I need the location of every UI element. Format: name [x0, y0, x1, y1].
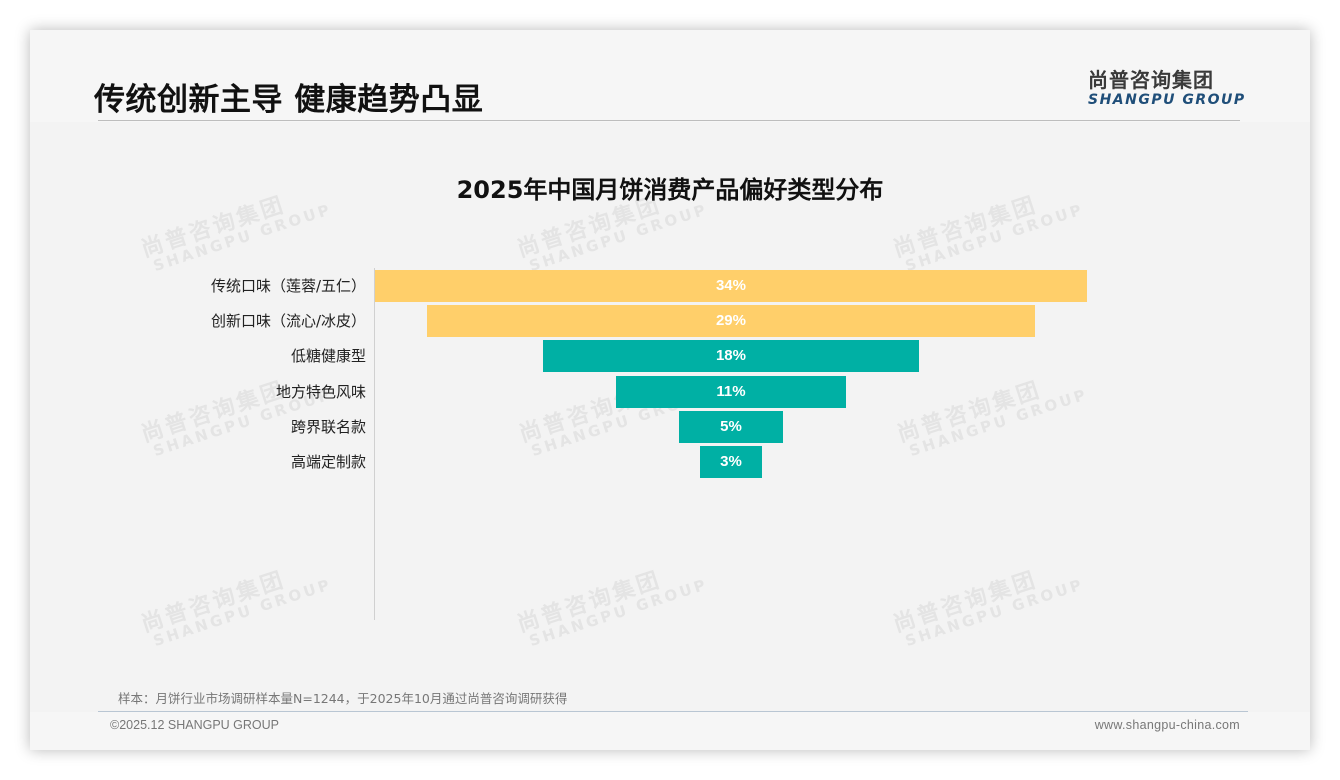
funnel-bar: 5%: [678, 411, 784, 443]
page-title: 传统创新主导 健康趋势凸显: [94, 82, 484, 118]
category-label: 高端定制款: [290, 453, 366, 471]
copyright: ©2025.12 SHANGPU GROUP: [110, 718, 279, 732]
title-divider: [98, 120, 1240, 121]
watermark: 尚普咨询集团 SHANGPU GROUP: [890, 567, 1087, 651]
funnel-bar: 18%: [542, 340, 920, 372]
sample-note: 样本：月饼行业市场调研样本量N=1244，于2025年10月通过尚普咨询调研获得: [118, 691, 568, 706]
funnel-bar: 11%: [615, 376, 847, 408]
logo-en: SHANGPU GROUP: [1088, 92, 1246, 108]
website-url: www.shangpu-china.com: [1094, 718, 1240, 732]
category-label: 创新口味（流心/冰皮）: [210, 312, 366, 330]
funnel-bar: 34%: [375, 270, 1087, 302]
slide: 尚普咨询集团 SHANGPU GROUP 尚普咨询集团 SHANGPU GROU…: [30, 30, 1310, 750]
category-label: 地方特色风味: [275, 383, 366, 401]
company-logo: 尚普咨询集团 SHANGPU GROUP: [1088, 64, 1246, 108]
footer-divider: [98, 711, 1248, 712]
category-label: 低糖健康型: [290, 347, 366, 365]
logo-cn: 尚普咨询集团: [1088, 68, 1214, 92]
category-label: 传统口味（莲蓉/五仁）: [210, 277, 366, 295]
category-axis-line: [374, 268, 375, 620]
funnel-bar: 3%: [699, 446, 763, 478]
watermark: 尚普咨询集团 SHANGPU GROUP: [138, 567, 335, 651]
chart-title: 2025年中国月饼消费产品偏好类型分布: [456, 176, 884, 204]
header-band: [30, 30, 1310, 122]
footer-band: [30, 712, 1310, 750]
category-label: 跨界联名款: [290, 418, 366, 436]
watermark: 尚普咨询集团 SHANGPU GROUP: [514, 567, 711, 651]
watermark: 尚普咨询集团 SHANGPU GROUP: [894, 377, 1091, 461]
funnel-bar: 29%: [427, 305, 1035, 337]
